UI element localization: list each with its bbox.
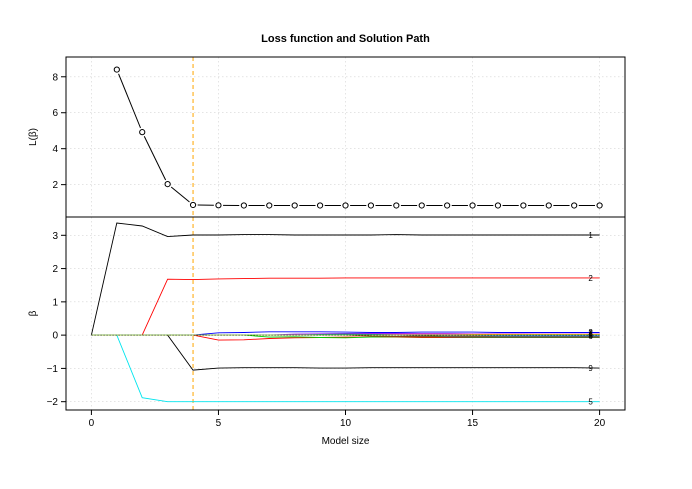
beta-y-axis-label: β <box>28 310 39 316</box>
loss-point <box>571 202 578 209</box>
model-size-x-axis-label: Model size <box>322 436 370 447</box>
loss-point <box>113 66 120 73</box>
path-line-series-9 <box>91 334 600 371</box>
loss-point <box>291 202 298 209</box>
y-tick-label: 2 <box>52 180 58 191</box>
x-tick-label: 10 <box>340 418 352 429</box>
x-tick-label: 5 <box>216 418 222 429</box>
end-label: 2 <box>588 274 593 283</box>
loss-line-segment <box>170 186 190 203</box>
loss-point <box>494 202 502 209</box>
end-label: 2 <box>588 328 593 337</box>
loss-point <box>215 202 222 209</box>
loss-point <box>520 202 527 209</box>
loss-line-segment <box>118 73 141 129</box>
y-tick-label: 1 <box>52 297 58 308</box>
chart-title: Loss function and Solution Path <box>261 33 430 45</box>
loss-line-segment <box>143 136 167 181</box>
path-plot-frame <box>65 216 626 411</box>
loss-point <box>342 202 349 209</box>
loss-y-axis-label: L(β) <box>28 128 39 146</box>
loss-point <box>240 202 247 209</box>
y-tick-label: −2 <box>47 397 59 408</box>
x-tick-label: 15 <box>467 418 479 429</box>
loss-point <box>266 202 273 209</box>
loss-point <box>189 201 197 209</box>
loss-point <box>418 202 425 209</box>
loss-point <box>393 202 400 209</box>
end-label: 5 <box>588 331 593 340</box>
loss-point <box>545 202 552 209</box>
end-label: 1 <box>588 231 593 240</box>
y-tick-label: 4 <box>52 144 58 155</box>
end-label: 9 <box>588 364 593 373</box>
y-tick-label: 2 <box>52 264 58 275</box>
x-tick-label: 0 <box>89 418 95 429</box>
y-tick-label: 8 <box>52 72 58 83</box>
path-line-series-1 <box>90 222 600 336</box>
loss-point <box>596 202 603 209</box>
loss-point <box>444 202 451 209</box>
x-tick-label: 20 <box>594 418 606 429</box>
loss-point <box>469 202 476 209</box>
loss-panel: 2 4 6 8 <box>52 56 626 218</box>
path-line-series-2 <box>91 277 600 336</box>
y-tick-label: −1 <box>47 364 59 375</box>
loss-point <box>367 202 375 209</box>
end-label: 1 <box>588 330 593 339</box>
loss-point <box>316 202 324 209</box>
end-label: 6 <box>588 332 593 341</box>
path-line-series-5 <box>91 334 600 403</box>
end-label: 5 <box>588 398 593 407</box>
y-tick-label: 6 <box>52 108 58 119</box>
loss-point <box>139 129 146 136</box>
y-tick-label: 0 <box>52 331 58 342</box>
loss-point <box>164 181 171 188</box>
end-label: 3 <box>588 329 593 338</box>
y-tick-label: 3 <box>52 231 58 242</box>
